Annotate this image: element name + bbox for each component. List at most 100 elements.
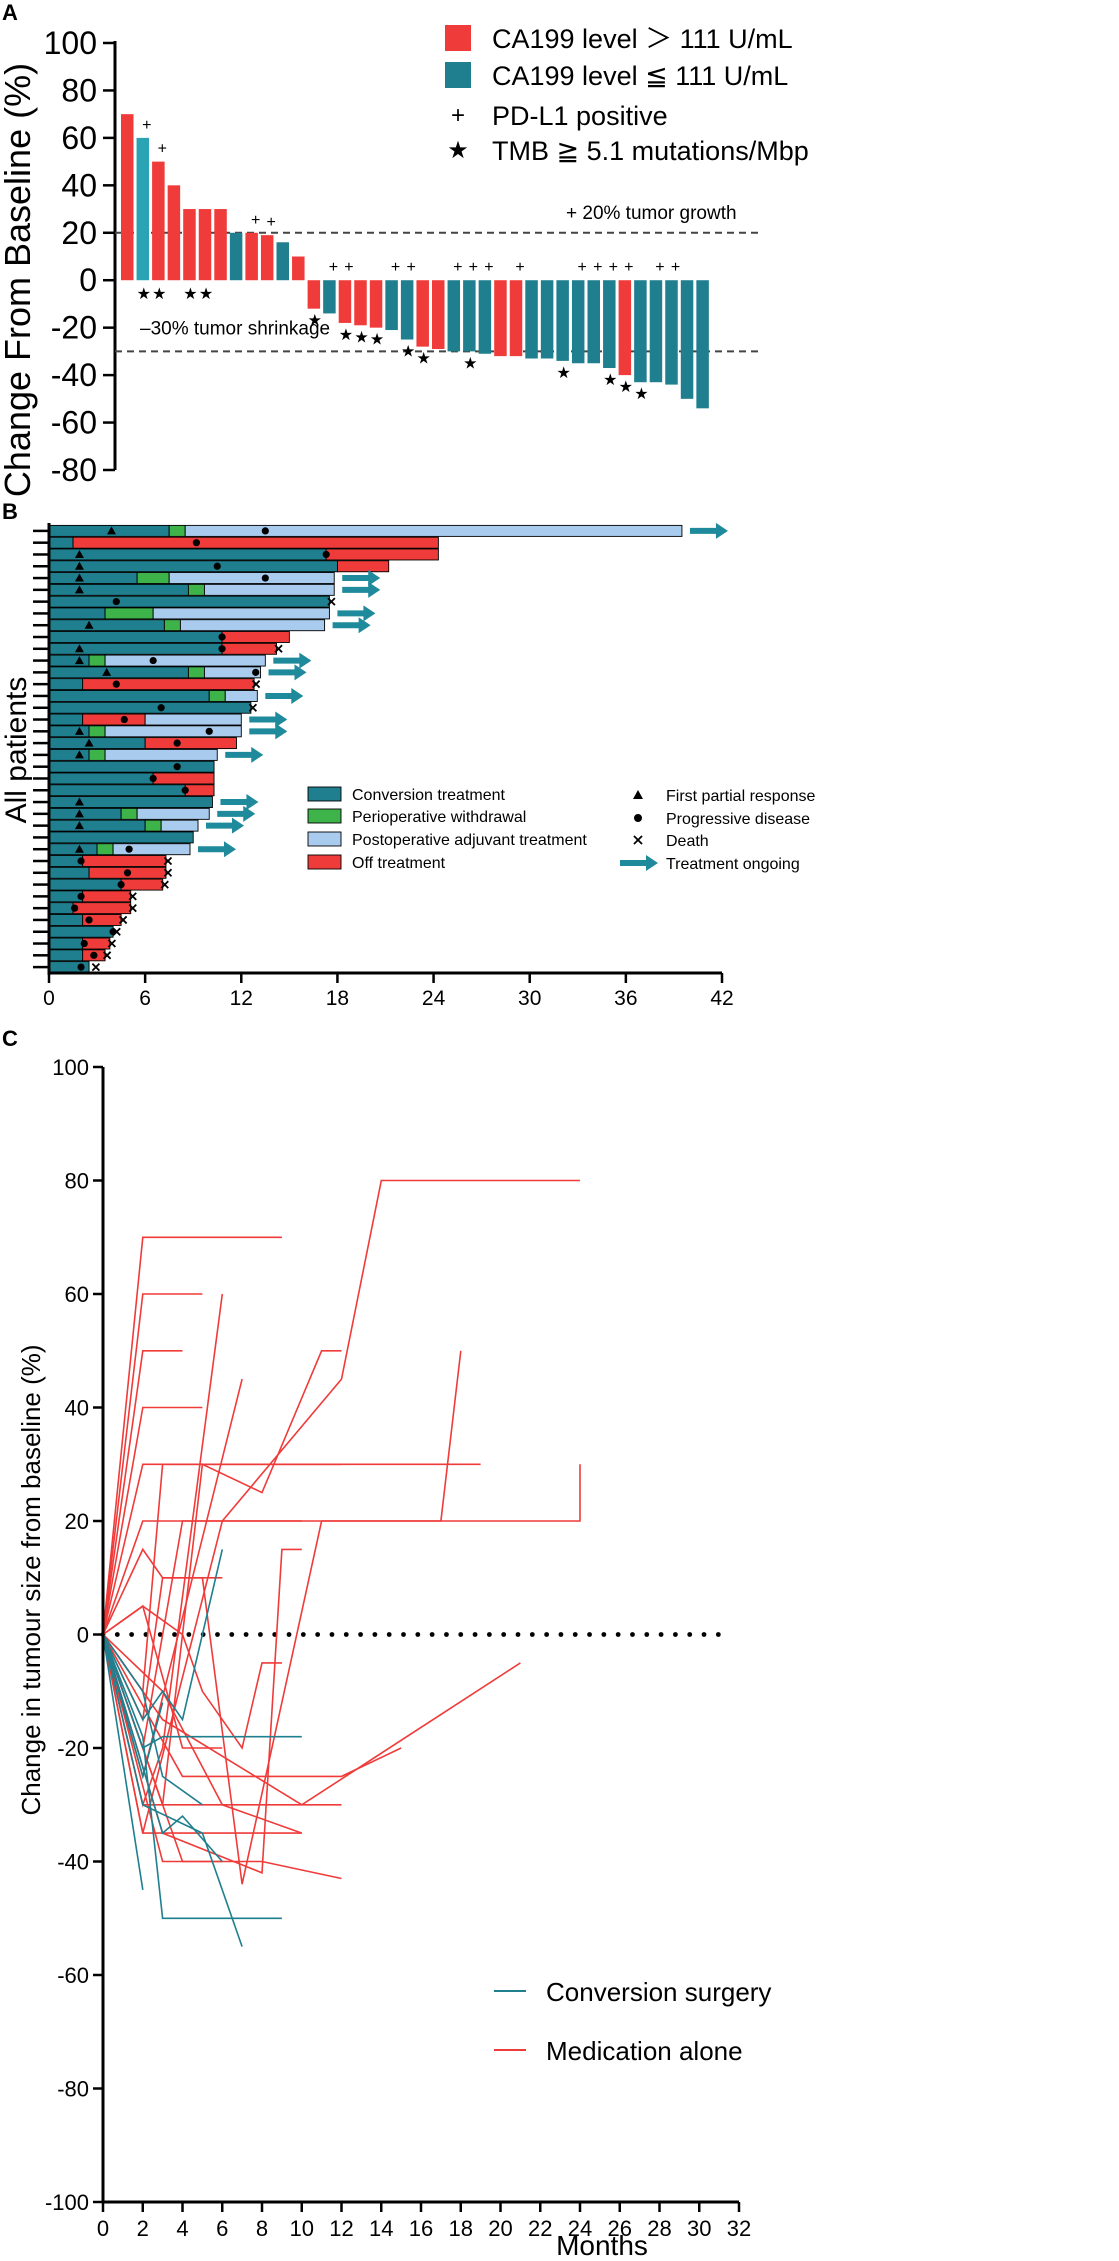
- panel-b-bar-segment: [48, 878, 122, 891]
- panel-b-death-marker: [91, 962, 101, 972]
- panel-a-pdl1-marker: +: [671, 259, 680, 276]
- panel-c-reference-dot: [215, 1632, 220, 1637]
- panel-a-bar: [214, 209, 227, 281]
- panel-a-legend-swatch: [445, 62, 471, 88]
- panel-c-reference-dot: [601, 1632, 607, 1637]
- panel-b-legend-dot: [634, 814, 642, 822]
- panel-a-bar: [198, 209, 212, 281]
- panel-b-partial-response-marker: [74, 573, 84, 582]
- panel-a-tmb-marker: ★: [401, 344, 415, 361]
- panel-c-legend-label: Medication alone: [546, 2036, 743, 2066]
- panel-a-bar: [696, 280, 709, 409]
- panel-a-legend-label: CA199 level ≦ 111 U/mL: [492, 61, 788, 91]
- panel-b-progressive-disease-marker: [149, 774, 157, 783]
- panel-b-bar-segment: [82, 713, 146, 726]
- panel-a-bar: [260, 235, 274, 281]
- panel-b-bar-segment: [82, 890, 132, 903]
- panel-b-bar-segment: [48, 902, 74, 915]
- panel-b-label: B: [2, 499, 18, 524]
- panel-c-series-line: [102, 1634, 243, 1947]
- panel-a-legend-label: CA199 level ＞ 111 U/mL: [492, 24, 793, 54]
- panel-a-legend-label: TMB ≧ 5.1 mutations/Mbp: [492, 136, 809, 166]
- panel-a-tmb-marker: ★: [308, 313, 322, 330]
- panel-b-bar-segment: [48, 642, 223, 655]
- panel-b-ongoing-arrow: [268, 664, 307, 681]
- panel-a-annotations: +★+★ ★ ★+ +★+ +★ ★ ★+ +★ ★+ +★+ +★+ + +★+★ ★+ +: [137, 117, 681, 403]
- panel-c-reference-dot: [501, 1632, 507, 1637]
- panel-b-bar-segment: [48, 654, 90, 667]
- panel-b-bar-segment: [88, 654, 106, 667]
- panel-b-legend-cross: [633, 835, 643, 845]
- panel-b-bar-segment: [82, 678, 255, 691]
- panel-c-y-axis-label: Change in tumour size from baseline (%): [16, 1344, 46, 1815]
- panel-c-reference-dot: [129, 1632, 135, 1637]
- panel-b-bar-segment: [48, 560, 338, 573]
- panel-c-reference-dot: [386, 1632, 392, 1637]
- panel-b-ongoing-arrow: [198, 841, 237, 858]
- panel-a-pdl1-marker: +: [593, 259, 602, 276]
- panel-a-pdl1-marker: +: [624, 259, 633, 276]
- panel-a-bar: [152, 161, 165, 281]
- panel-a-bar: [447, 280, 461, 352]
- panel-a-pdl1-marker: +: [344, 259, 353, 276]
- panel-c-x-tick-label: 28: [647, 2216, 671, 2241]
- panel-b-bar-segment: [136, 807, 210, 820]
- panel-a-legend: CA199 level ＞ 111 U/mL CA199 level ≦ 111 …: [445, 24, 809, 166]
- panel-b-progressive-disease-marker: [322, 550, 330, 559]
- panel-b-death-marker: [274, 644, 283, 653]
- panel-a-bar: [323, 280, 336, 314]
- panel-c-series-line: [102, 1350, 342, 1806]
- panel-b-bar-segment: [82, 913, 122, 926]
- panel-b-death-marker: [251, 680, 261, 689]
- panel-b-bar-segment: [203, 583, 335, 596]
- panel-c-reference-dot: [415, 1632, 421, 1637]
- panel-a-legend-symbol: +: [451, 102, 465, 129]
- panel-b-bar-segment: [48, 949, 84, 962]
- panel-b-partial-response-marker: [106, 526, 116, 535]
- panel-a-tmb-marker: ★: [634, 386, 648, 403]
- panel-b-bar-segment: [48, 678, 84, 691]
- panel-a-bar: [494, 280, 507, 357]
- panel-c-x-tick-label: 20: [488, 2216, 512, 2241]
- panel-c-y-tick-label: 0: [77, 1623, 89, 1648]
- panel-b-legend-arrow: [620, 855, 658, 871]
- panel-b-bar-segment: [112, 843, 191, 856]
- panel-b-ongoing-arrow: [265, 687, 304, 704]
- panel-c-reference-dot: [558, 1632, 564, 1637]
- panel-c-series-line: [102, 1406, 203, 1635]
- panel-b-partial-response-marker: [74, 656, 84, 665]
- panel-c-reference-dot: [715, 1632, 721, 1637]
- panel-b-bar-segment: [152, 607, 330, 620]
- panel-a-y-tick-label: 100: [44, 25, 97, 61]
- panel-b-death-marker: [327, 597, 336, 606]
- panel-b-death-marker: [163, 868, 173, 877]
- panel-a-bar: [618, 280, 632, 376]
- panel-b-death-marker: [112, 927, 121, 936]
- panel-c-reference-dot: [114, 1632, 120, 1637]
- panel-b-progressive-disease-marker: [77, 963, 85, 971]
- panel-b-bar-segment: [187, 666, 205, 679]
- panel-b-bar-segment: [48, 595, 330, 608]
- panel-a-bar: [603, 280, 616, 368]
- panel-c-x-tick-label: 10: [290, 2216, 314, 2241]
- panel-b-bar-segment: [144, 713, 242, 726]
- panel-a-reference-label: –30% tumor shrinkage: [140, 318, 330, 339]
- panel-b-bar-segment: [104, 654, 266, 667]
- panel-c-reference-dot: [630, 1632, 635, 1637]
- panel-c-x-tick-label: 16: [409, 2216, 433, 2241]
- panel-a-bar: [649, 280, 663, 383]
- panel-a-pdl1-marker: +: [655, 259, 664, 276]
- panel-b-bar-segment: [48, 631, 223, 643]
- panel-b-progressive-disease-marker: [112, 598, 120, 606]
- panel-c-x-tick-label: 24: [568, 2216, 592, 2241]
- panel-a-y-tick-label: -80: [51, 452, 97, 488]
- panel-b-progressive-disease-marker: [181, 786, 189, 794]
- panel-b-progressive-disease-marker: [117, 880, 125, 889]
- panel-c-series-line: [102, 1634, 282, 1920]
- panel-b-x-tick-label: 0: [43, 987, 55, 1010]
- panel-a-pdl1-marker: +: [453, 259, 462, 276]
- panel-b-bar-segment: [48, 572, 138, 585]
- panel-b-progressive-disease-marker: [112, 680, 120, 688]
- panel-b-partial-response-marker: [84, 620, 94, 629]
- panel-a-y-tick-label: 80: [61, 72, 97, 108]
